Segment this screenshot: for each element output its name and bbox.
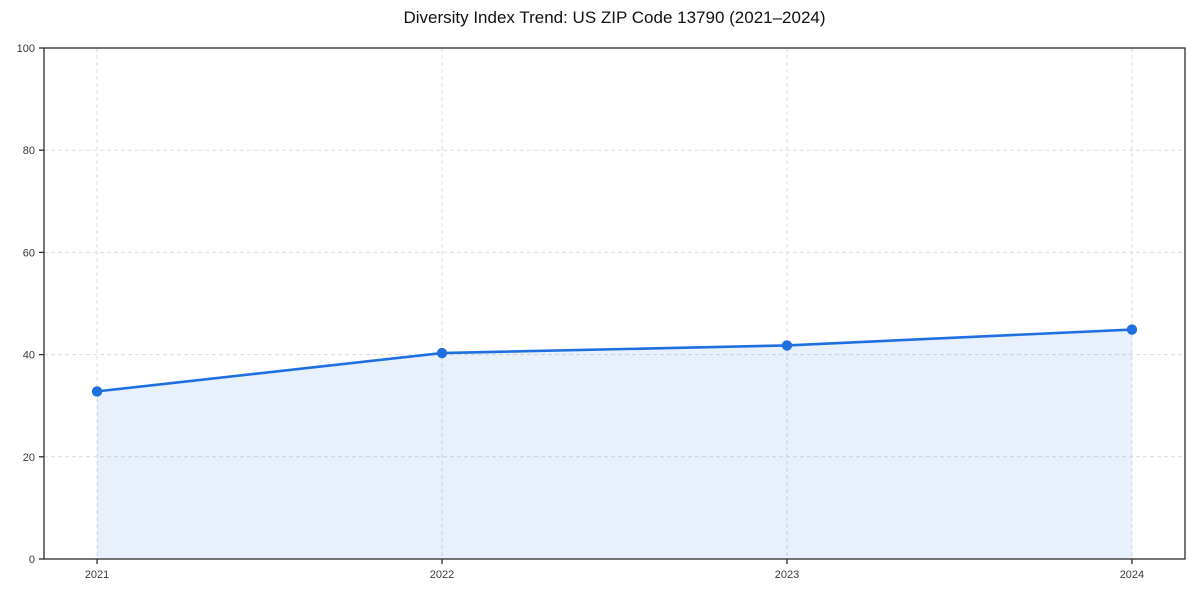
y-tick-label: 40 bbox=[23, 350, 35, 362]
x-tick-label: 2023 bbox=[775, 569, 799, 581]
axes-border bbox=[43, 47, 1186, 560]
x-tick-label: 2024 bbox=[1120, 569, 1144, 581]
x-tick-label: 2022 bbox=[430, 569, 454, 581]
y-tick-label: 100 bbox=[17, 43, 35, 55]
data-point-marker bbox=[1126, 324, 1138, 335]
chart-title: Diversity Index Trend: US ZIP Code 13790… bbox=[403, 8, 826, 27]
x-tick-label: 2021 bbox=[85, 569, 109, 581]
data-point-marker bbox=[781, 340, 793, 351]
data-point-marker bbox=[91, 386, 103, 397]
data-point-marker bbox=[436, 347, 448, 359]
y-tick-label: 60 bbox=[23, 247, 35, 259]
y-tick-label: 80 bbox=[23, 145, 35, 157]
area-fill bbox=[97, 329, 1132, 559]
trend-line bbox=[95, 328, 1134, 393]
y-tick-label: 20 bbox=[23, 452, 35, 464]
y-tick-label: 0 bbox=[29, 554, 35, 566]
